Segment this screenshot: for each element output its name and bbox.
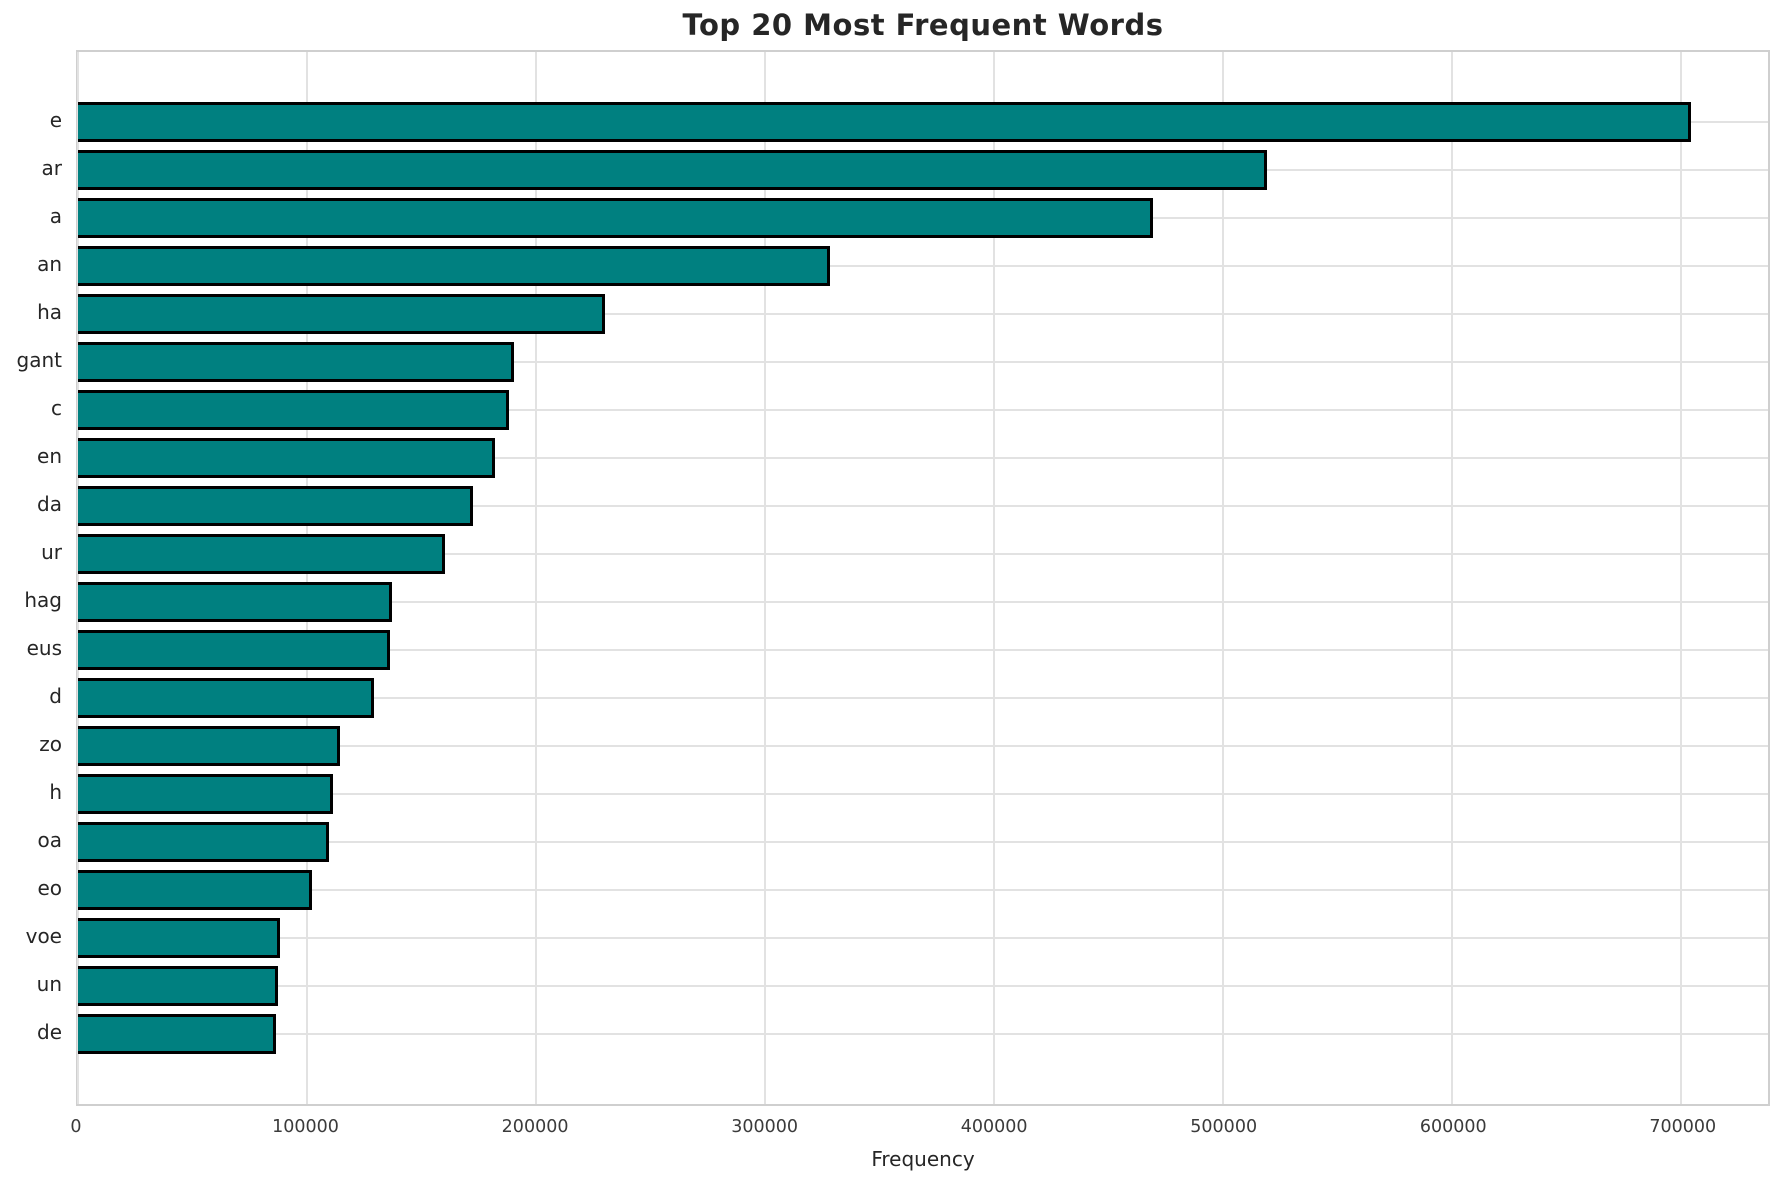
bar-h (78, 774, 333, 814)
bar-row (78, 674, 1768, 722)
x-tick-label: 0 (70, 1117, 82, 1137)
bar-row (78, 434, 1768, 482)
x-gridline (992, 52, 995, 1104)
y-tick-label: ar (41, 156, 62, 180)
bar-c (78, 390, 510, 430)
y-tick-label: hag (24, 588, 62, 612)
y-gridline (78, 841, 1768, 843)
y-tick-label: zo (39, 732, 62, 756)
bar-row (78, 914, 1768, 962)
bar-row (78, 290, 1768, 338)
x-tick-label: 100000 (272, 1117, 339, 1137)
bar-row (78, 626, 1768, 674)
y-tick-label: eo (37, 876, 62, 900)
x-gridline (534, 52, 537, 1104)
bar-ar (78, 150, 1268, 190)
bar-row (78, 1010, 1768, 1058)
y-tick-label: da (37, 492, 62, 516)
y-gridline (78, 745, 1768, 747)
bar-row (78, 962, 1768, 1010)
bar-row (78, 146, 1768, 194)
x-tick-label: 600000 (1419, 1117, 1487, 1137)
y-gridline (78, 601, 1768, 603)
bar-d (78, 678, 375, 718)
y-gridline (78, 649, 1768, 651)
y-gridline (78, 313, 1768, 315)
y-tick-label: ur (41, 540, 62, 564)
y-tick-label: en (37, 444, 62, 468)
bar-voe (78, 918, 281, 958)
bar-da (78, 486, 473, 526)
bar-gant (78, 342, 514, 382)
y-axis-labels: e ar a an ha gant c en da ur hag eus d zo h oa eo voe un de (0, 50, 62, 1106)
y-gridline (78, 457, 1768, 459)
y-gridline (78, 361, 1768, 363)
bar-row (78, 770, 1768, 818)
bar-de (78, 1014, 276, 1054)
y-tick-label: d (49, 684, 62, 708)
bar-un (78, 966, 278, 1006)
y-gridline (78, 505, 1768, 507)
bar-a (78, 198, 1153, 238)
x-tick-label: 500000 (1190, 1117, 1258, 1137)
bar-row (78, 578, 1768, 626)
x-gridline (77, 52, 79, 1104)
y-gridline (78, 1033, 1768, 1035)
y-tick-label: c (51, 396, 62, 420)
bar-ha (78, 294, 606, 334)
y-gridline (78, 985, 1768, 987)
bar-row (78, 482, 1768, 530)
y-gridline (78, 265, 1768, 267)
y-tick-label: an (37, 252, 62, 276)
bar-row (78, 818, 1768, 866)
x-tick-label: 300000 (731, 1117, 799, 1137)
x-gridline (1679, 52, 1682, 1104)
bar-eus (78, 630, 391, 670)
y-gridline (78, 697, 1768, 699)
x-gridline (1450, 52, 1453, 1104)
y-tick-label: voe (25, 924, 62, 948)
y-tick-label: oa (37, 828, 63, 852)
bar-oa (78, 822, 330, 862)
y-tick-label: e (49, 108, 62, 132)
y-tick-label: h (49, 780, 62, 804)
plot-area (76, 50, 1770, 1106)
y-gridline (78, 553, 1768, 555)
bar-row (78, 866, 1768, 914)
y-gridline (78, 937, 1768, 939)
x-gridline (763, 52, 766, 1104)
bar-rows (78, 52, 1768, 1104)
bar-row (78, 242, 1768, 290)
x-gridline (305, 52, 308, 1104)
bar-row (78, 530, 1768, 578)
bar-row (78, 338, 1768, 386)
y-gridline (78, 409, 1768, 411)
y-tick-label: ha (37, 300, 62, 324)
chart-title: Top 20 Most Frequent Words (682, 8, 1164, 42)
y-gridline (78, 889, 1768, 891)
bar-row (78, 194, 1768, 242)
y-tick-label: a (49, 204, 62, 228)
x-tick-label: 200000 (501, 1117, 569, 1137)
bar-en (78, 438, 496, 478)
x-tick-label: 700000 (1649, 1117, 1717, 1137)
y-tick-label: gant (16, 348, 62, 372)
x-tick-label: 400000 (960, 1117, 1028, 1137)
bar-row (78, 98, 1768, 146)
x-axis-title: Frequency (871, 1147, 975, 1171)
y-gridline (78, 793, 1768, 795)
bar-e (78, 102, 1691, 142)
bar-ur (78, 534, 446, 574)
x-gridline (1221, 52, 1224, 1104)
bar-hag (78, 582, 393, 622)
bar-an (78, 246, 830, 286)
bar-zo (78, 726, 340, 766)
bar-row (78, 722, 1768, 770)
y-tick-label: un (36, 972, 62, 996)
bar-eo (78, 870, 313, 910)
y-tick-label: de (37, 1020, 62, 1044)
bar-row (78, 386, 1768, 434)
y-tick-label: eus (26, 636, 62, 660)
